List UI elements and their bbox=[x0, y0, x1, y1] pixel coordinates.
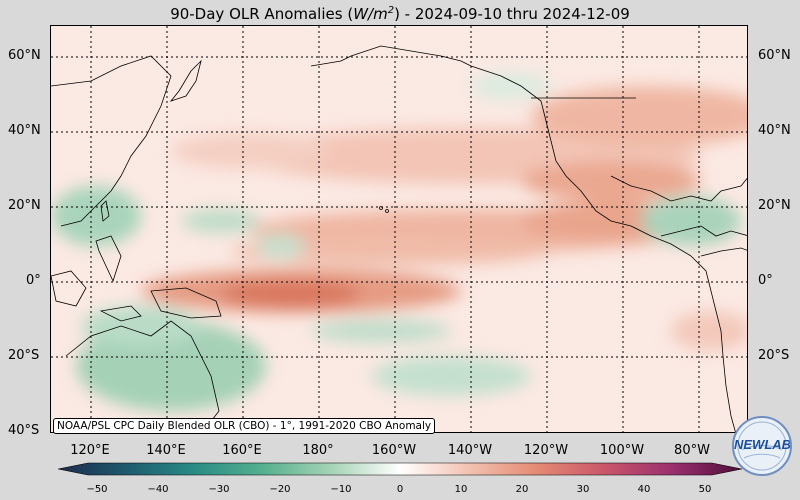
title-unit-exp: 2 bbox=[387, 5, 395, 16]
data-source-credit: NOAA/PSL CPC Daily Blended OLR (CBO) - 1… bbox=[53, 418, 436, 434]
lon-label-100w: 100°W bbox=[599, 443, 645, 458]
lat-label-eq-right: 0° bbox=[758, 273, 773, 288]
logo-globe bbox=[737, 421, 787, 471]
lat-label-20s-right: 20°S bbox=[758, 348, 790, 363]
cb-tick-40: 40 bbox=[637, 484, 651, 495]
logo-text: NEWLAB bbox=[734, 437, 792, 452]
lon-label-120w: 120°W bbox=[523, 443, 569, 458]
lat-label-20s-left: 20°S bbox=[8, 348, 40, 363]
cb-tick-10: 10 bbox=[454, 484, 468, 495]
lat-label-40s-left: 40°S bbox=[8, 423, 40, 438]
lon-label-140w: 140°W bbox=[447, 443, 493, 458]
lat-label-20n-right: 20°N bbox=[758, 198, 791, 213]
cb-tick-neg50: −50 bbox=[86, 484, 108, 495]
lat-label-60n-right: 60°N bbox=[758, 48, 791, 63]
cb-tick-neg30: −30 bbox=[208, 484, 230, 495]
lat-label-40n-right: 40°N bbox=[758, 123, 791, 138]
cb-tick-neg10: −10 bbox=[330, 484, 352, 495]
cb-tick-0: 0 bbox=[396, 484, 404, 495]
title-prefix: 90-Day OLR Anomalies ( bbox=[170, 5, 354, 23]
colorbar bbox=[58, 462, 742, 476]
noaa-psl-logo-icon: NEWLAB bbox=[732, 416, 792, 476]
map-title: 90-Day OLR Anomalies (W/m2) - 2024-09-10… bbox=[0, 0, 800, 25]
cb-tick-20: 20 bbox=[515, 484, 529, 495]
lon-label-180: 180° bbox=[302, 443, 334, 458]
lon-label-160e: 160°E bbox=[222, 443, 262, 458]
olr-anomaly-map bbox=[50, 25, 748, 433]
cb-tick-30: 30 bbox=[576, 484, 590, 495]
lon-label-140e: 140°E bbox=[146, 443, 186, 458]
coastlines bbox=[51, 45, 747, 432]
lat-label-eq-left: 0° bbox=[26, 273, 41, 288]
lat-label-40n-left: 40°N bbox=[8, 123, 41, 138]
lon-label-160w: 160°W bbox=[371, 443, 417, 458]
lon-label-80w: 80°W bbox=[674, 443, 710, 458]
map-canvas bbox=[51, 26, 747, 432]
lat-label-60n-left: 60°N bbox=[8, 48, 41, 63]
cb-tick-neg40: −40 bbox=[147, 484, 169, 495]
colorbar-gradient bbox=[58, 462, 742, 476]
cb-tick-50: 50 bbox=[698, 484, 712, 495]
title-suffix: ) - 2024-09-10 thru 2024-12-09 bbox=[394, 5, 630, 23]
lat-label-20n-left: 20°N bbox=[8, 198, 41, 213]
title-unit-base: W/m bbox=[353, 5, 388, 23]
lon-label-120e: 120°E bbox=[70, 443, 110, 458]
gridlines bbox=[51, 26, 747, 432]
cb-tick-neg20: −20 bbox=[269, 484, 291, 495]
